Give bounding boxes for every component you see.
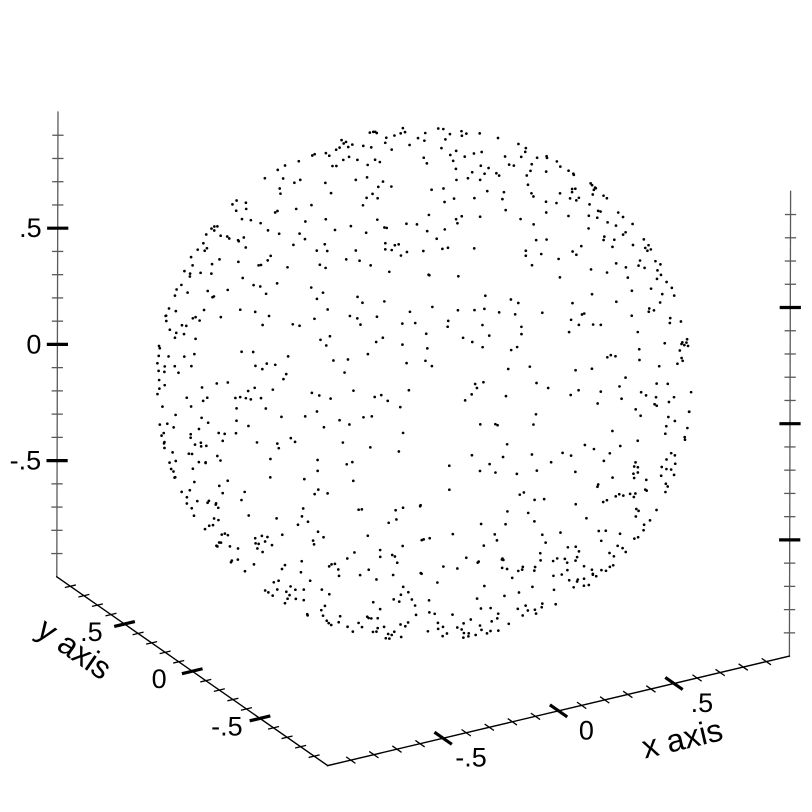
- svg-text:0: 0: [26, 329, 41, 359]
- svg-text:.5: .5: [19, 213, 42, 243]
- svg-text:0: 0: [579, 715, 594, 745]
- svg-text:-.5: -.5: [10, 446, 42, 476]
- svg-text:0: 0: [152, 664, 167, 694]
- svg-text:-.5: -.5: [211, 711, 243, 741]
- svg-text:-.5: -.5: [455, 743, 487, 773]
